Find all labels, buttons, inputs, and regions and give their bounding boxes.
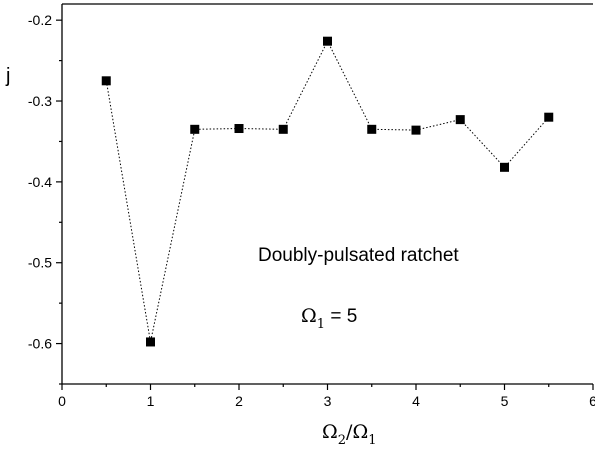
y-axis-label: j [5, 65, 10, 87]
annotation-parameter: Ω1 = 5 [301, 305, 357, 332]
annotation-title: Doubly-pulsated ratchet [258, 245, 459, 266]
data-point [323, 36, 332, 46]
data-point [455, 115, 465, 125]
x-tick-label: 4 [412, 393, 420, 409]
x-tick-label: 1 [147, 393, 155, 409]
data-point [190, 124, 200, 134]
x-axis-label: Ω2/Ω1 [322, 421, 377, 448]
x-tick-label: 2 [235, 393, 243, 409]
data-point [411, 125, 421, 135]
data-point [367, 124, 377, 134]
x-tick-label: 5 [501, 393, 509, 409]
data-point [278, 124, 288, 134]
data-series [101, 36, 554, 347]
y-tick-label: -0.3 [28, 93, 52, 109]
y-tick-label: -0.5 [28, 255, 52, 271]
data-point [500, 162, 509, 172]
data-point [234, 124, 244, 134]
data-point [146, 337, 155, 347]
axis-ticks [56, 19, 594, 390]
data-point [101, 76, 111, 86]
y-tick-label: -0.6 [28, 336, 52, 352]
y-tick-label: -0.2 [28, 12, 52, 28]
tick-labels: 0 1 2 3 4 5 6 -0.2 -0.3 -0.4 -0.5 -0.6 [28, 12, 595, 409]
x-tick-label: 3 [324, 393, 332, 409]
x-tick-label: 0 [58, 393, 66, 409]
data-point [544, 112, 554, 122]
x-tick-label: 6 [589, 393, 595, 409]
series-line [105, 40, 550, 343]
y-tick-label: -0.4 [28, 174, 52, 190]
axes-frame [61, 3, 593, 385]
